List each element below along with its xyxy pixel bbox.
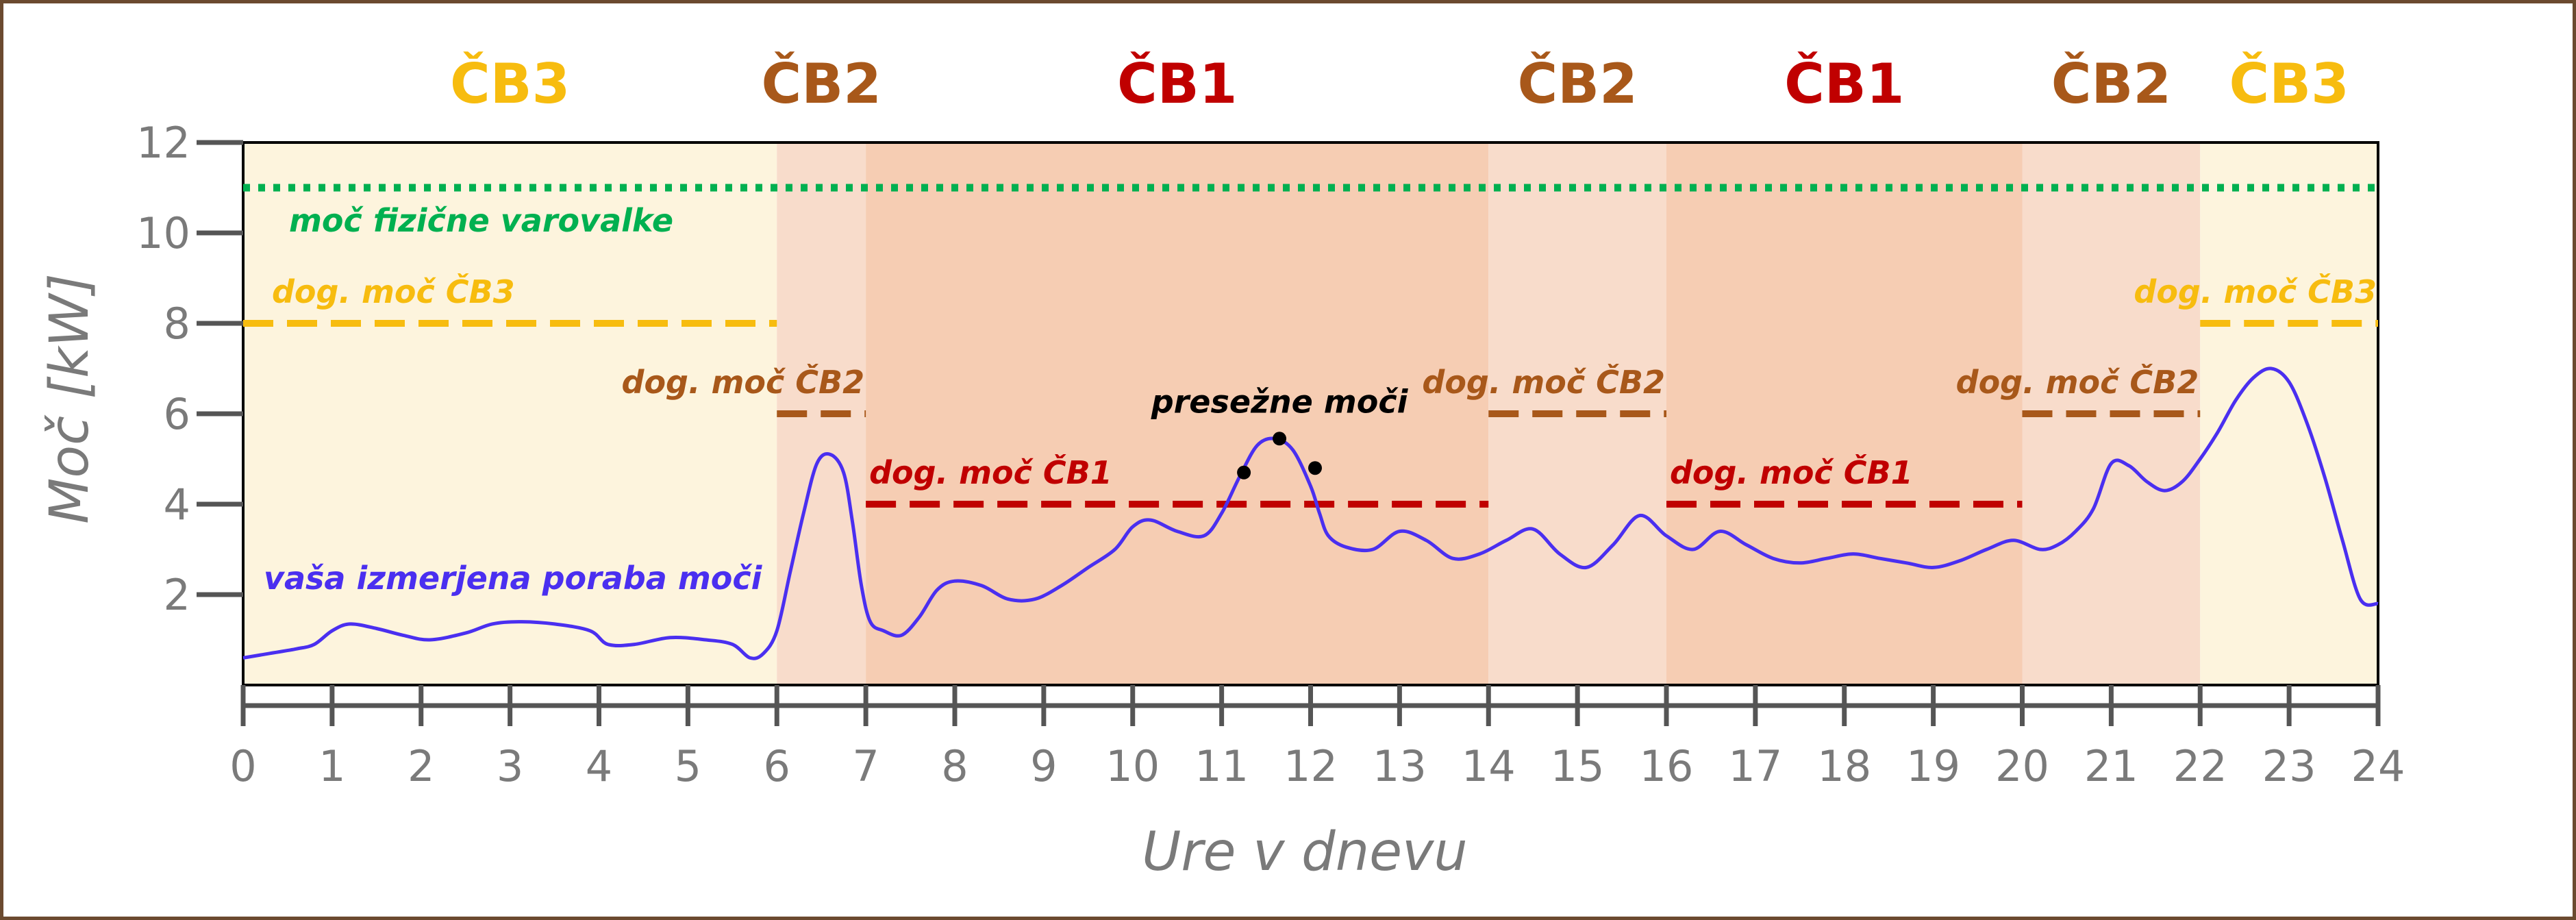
x-tick-label-2: 2 — [408, 741, 434, 791]
x-tick-label-1: 1 — [318, 741, 345, 791]
x-tick-label-4: 4 — [586, 741, 612, 791]
x-tick-label-19: 19 — [1906, 741, 1960, 791]
agreed-power-label-4: dog. moč ČB1 — [1670, 454, 1913, 491]
x-tick-label-8: 8 — [941, 741, 968, 791]
y-tick-label-0: 2 — [164, 570, 190, 620]
x-tick-label-16: 16 — [1640, 741, 1694, 791]
x-tick-label-6: 6 — [764, 741, 790, 791]
block-band-0 — [243, 142, 777, 685]
x-tick-label-0: 0 — [229, 741, 256, 791]
excess-point-1 — [1273, 432, 1287, 446]
x-tick-label-13: 13 — [1373, 741, 1427, 791]
block-label-3: ČB2 — [1517, 51, 1637, 116]
block-label-2: ČB1 — [1117, 51, 1237, 116]
x-tick-label-7: 7 — [852, 741, 879, 791]
x-axis-title: Ure v dnevu — [1142, 821, 1467, 883]
agreed-power-label-3: dog. moč ČB2 — [1422, 364, 1665, 401]
x-tick-label-22: 22 — [2173, 741, 2227, 791]
x-tick-label-12: 12 — [1284, 741, 1338, 791]
block-band-2 — [866, 142, 1489, 685]
x-tick-label-3: 3 — [497, 741, 523, 791]
x-tick-label-15: 15 — [1551, 741, 1605, 791]
agreed-power-label-6: dog. moč ČB3 — [2134, 273, 2377, 310]
block-label-6: ČB3 — [2229, 51, 2349, 116]
x-tick-label-24: 24 — [2351, 741, 2405, 791]
x-tick-label-17: 17 — [1728, 741, 1782, 791]
agreed-power-label-5: dog. moč ČB2 — [1956, 364, 2199, 401]
x-tick-label-11: 11 — [1195, 741, 1249, 791]
y-tick-label-2: 6 — [164, 389, 190, 439]
limit-lines — [243, 184, 2378, 508]
x-tick-label-23: 23 — [2262, 741, 2316, 791]
fuse-limit-label: moč fizične varovalke — [289, 202, 673, 239]
block-label-0: ČB3 — [450, 51, 570, 116]
y-tick-label-5: 12 — [136, 118, 190, 168]
labels: ČB3 ČB2 ČB1 ČB2 ČB1 ČB2 ČB3 moč fizične varoval… — [264, 51, 2377, 597]
x-tick-label-9: 9 — [1030, 741, 1057, 791]
x-tick-label-10: 10 — [1105, 741, 1160, 791]
block-label-1: ČB2 — [762, 51, 881, 116]
x-tick-label-14: 14 — [1462, 741, 1516, 791]
y-axis-title: Moč [kW] — [39, 273, 101, 524]
excess-point-2 — [1308, 461, 1322, 475]
block-label-5: ČB2 — [2051, 51, 2171, 116]
agreed-power-label-2: dog. moč ČB1 — [869, 454, 1112, 491]
series-layer — [242, 366, 2379, 660]
x-tick-label-5: 5 — [675, 741, 701, 791]
series-line-0 — [242, 366, 2379, 660]
x-tick-label-21: 21 — [2084, 741, 2138, 791]
block-band-4 — [1666, 142, 2023, 685]
y-tick-label-3: 8 — [164, 299, 190, 349]
agreed-power-label-1: dog. moč ČB2 — [622, 364, 865, 401]
y-tick-label-4: 10 — [136, 208, 190, 258]
excess-label: presežne moči — [1151, 383, 1409, 420]
y-tick-label-1: 4 — [164, 480, 190, 530]
x-tick-label-20: 20 — [1995, 741, 2049, 791]
agreed-power-label-0: dog. moč ČB3 — [272, 273, 515, 310]
x-tick-label-18: 18 — [1817, 741, 1871, 791]
excess-point-0 — [1237, 465, 1251, 480]
series-label-0: vaša izmerjena poraba moči — [264, 560, 763, 597]
block-label-4: ČB1 — [1784, 51, 1904, 116]
